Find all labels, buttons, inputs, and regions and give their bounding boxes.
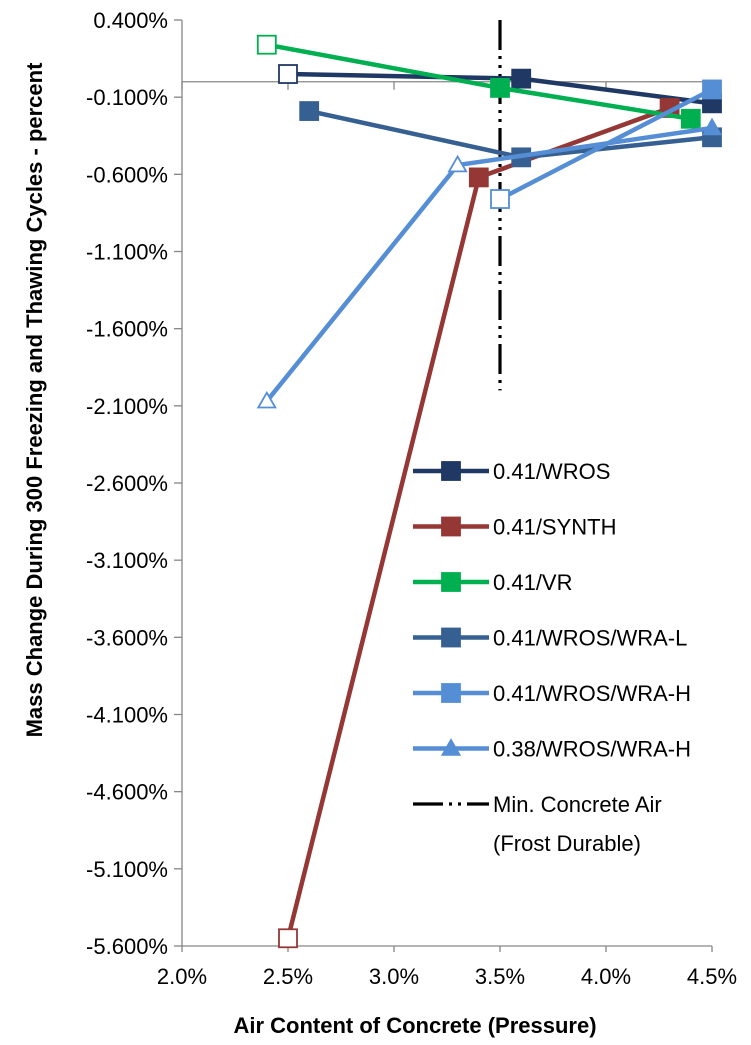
series-0-41-synth <box>278 98 680 949</box>
x-tick-label: 4.5% <box>687 964 737 989</box>
data-point <box>447 154 468 173</box>
series-line <box>308 108 713 160</box>
y-tick-label: -0.600% <box>86 162 168 187</box>
data-point <box>680 108 701 129</box>
legend-marker <box>440 738 462 756</box>
y-tick-label: -0.100% <box>86 85 168 110</box>
legend-marker <box>441 683 461 703</box>
series-0-41-vr <box>256 34 701 129</box>
legend-label: Min. Concrete Air <box>493 792 662 817</box>
legend-label: 0.41/SYNTH <box>493 515 617 540</box>
data-point <box>468 167 489 188</box>
x-tick-label: 2.0% <box>157 964 207 989</box>
legend-marker <box>441 516 461 537</box>
tick-label-layer: 0.400% -0.100% -0.600% -1.100% -1.600% -2.100… <box>86 8 737 989</box>
legend-label: 0.41/WROS/WRA-L <box>493 626 687 651</box>
legend-marker <box>441 572 461 592</box>
y-tick-label: 0.400% <box>93 8 168 33</box>
x-tick-label: 4.0% <box>581 964 631 989</box>
data-point <box>702 79 722 100</box>
legend-marker <box>441 461 461 481</box>
y-tick-label: -5.600% <box>86 934 168 959</box>
y-tick-label: -3.100% <box>86 548 168 573</box>
y-tick-label: -1.600% <box>86 317 168 342</box>
y-tick-label: -2.100% <box>86 394 168 419</box>
data-point <box>278 928 298 949</box>
data-point <box>278 64 298 84</box>
legend-label: 0.41/WROS/WRA-H <box>493 681 691 706</box>
y-tick-label: -3.600% <box>86 625 168 650</box>
y-tick-label: -5.100% <box>86 857 168 882</box>
x-tick-label: 3.5% <box>475 964 525 989</box>
y-tick-label: -1.100% <box>86 240 168 265</box>
x-tick-label: 3.0% <box>369 964 419 989</box>
data-point <box>299 101 320 121</box>
data-point <box>490 78 510 98</box>
legend-label: (Frost Durable) <box>493 831 641 856</box>
data-point <box>256 34 277 55</box>
series-line <box>265 125 713 403</box>
legend: 0.41/WROS 0.41/SYNTH 0.41/VR 0.41/WROS/WRA-… <box>413 459 691 856</box>
x-tick-label: 2.5% <box>263 964 313 989</box>
legend-marker <box>441 627 461 648</box>
data-point <box>701 117 723 136</box>
series-0-38-wros-wra-h <box>256 117 723 409</box>
y-tick-label: -4.100% <box>86 703 168 728</box>
x-axis-title: Air Content of Concrete (Pressure) <box>233 1013 596 1038</box>
y-tick-label: -4.600% <box>86 780 168 805</box>
legend-label: 0.41/WROS <box>493 459 610 484</box>
data-point <box>256 390 277 409</box>
y-tick-label: -2.600% <box>86 471 168 496</box>
y-axis-title: Mass Change During 300 Freezing and Thaw… <box>22 62 47 737</box>
series-layer <box>256 34 723 949</box>
legend-label: 0.38/WROS/WRA-H <box>493 737 691 762</box>
legend-label: 0.41/VR <box>493 570 573 595</box>
data-point <box>511 68 532 89</box>
data-point <box>490 189 510 209</box>
